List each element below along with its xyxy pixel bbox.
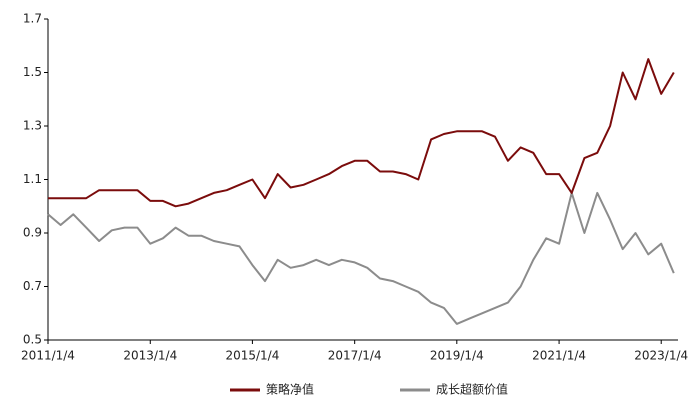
y-tick-label: 1.3	[23, 119, 42, 133]
legend-label: 成长超额价值	[436, 382, 508, 397]
x-tick-label: 2023/1/4	[634, 349, 688, 363]
x-tick-label: 2015/1/4	[225, 349, 279, 363]
legend-label: 策略净值	[266, 382, 314, 397]
x-tick-label: 2017/1/4	[328, 349, 382, 363]
x-tick-label: 2011/1/4	[21, 349, 75, 363]
y-tick-label: 0.9	[23, 226, 42, 240]
x-tick-label: 2019/1/4	[430, 349, 484, 363]
y-tick-label: 1.5	[23, 65, 42, 79]
series-line	[48, 58, 675, 208]
series-line	[47, 191, 675, 325]
y-tick-label: 1.1	[23, 172, 42, 186]
x-tick-label: 2021/1/4	[532, 349, 586, 363]
y-tick-label: 0.5	[23, 333, 42, 347]
y-tick-label: 0.7	[23, 279, 42, 293]
x-tick-label: 2013/1/4	[123, 349, 177, 363]
y-tick-label: 1.7	[23, 12, 42, 26]
